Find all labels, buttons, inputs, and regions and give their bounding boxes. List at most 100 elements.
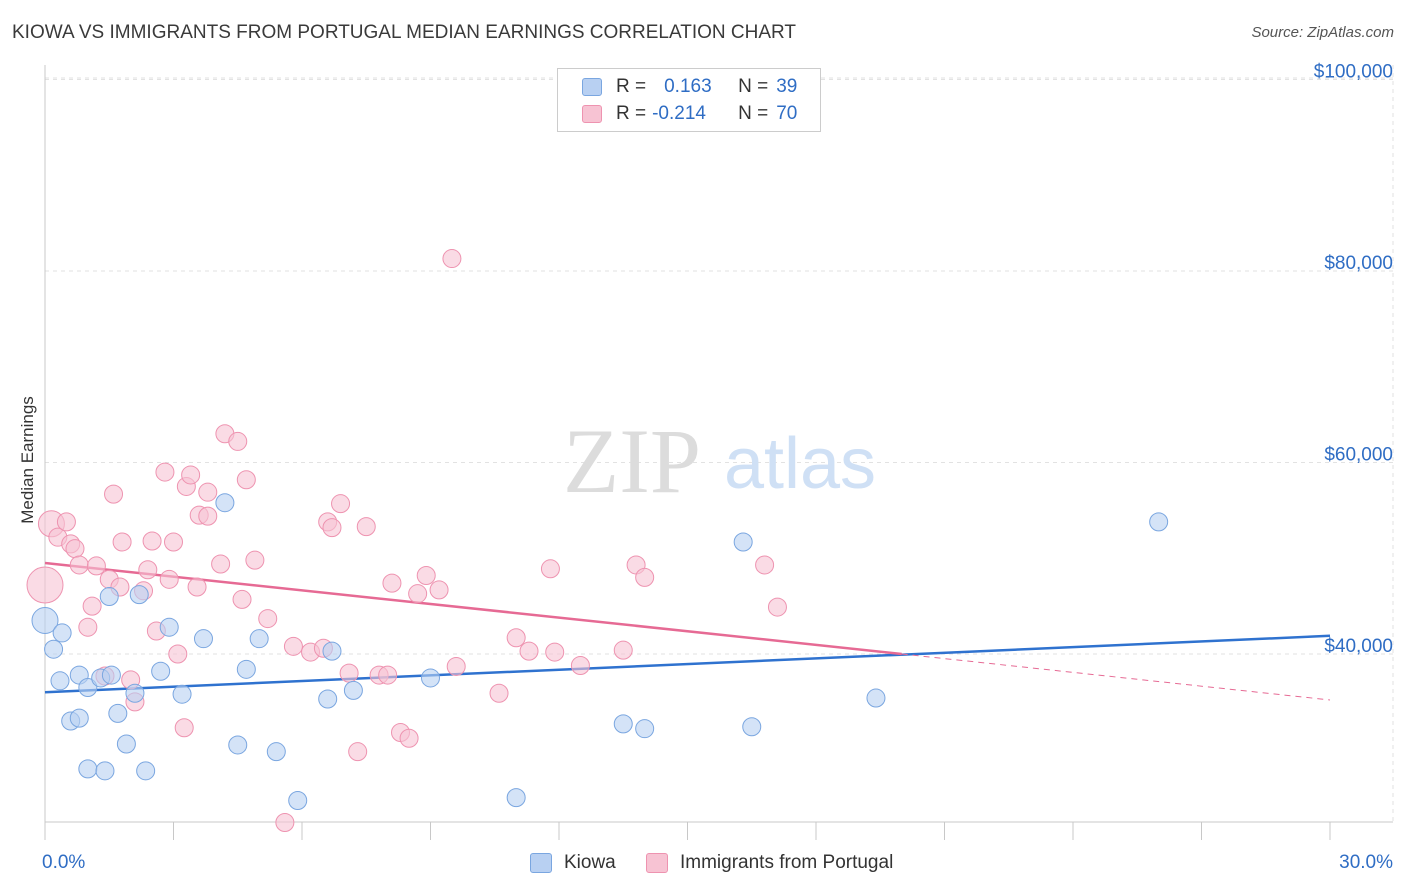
kiowa-point (322, 641, 342, 661)
kiowa-point (215, 493, 235, 513)
legend-swatch-kiowa (582, 78, 602, 96)
bottom-legend-swatch-portugal (646, 853, 668, 873)
kiowa-point (44, 639, 64, 659)
kiowa-point (108, 703, 128, 723)
portugal-point (399, 728, 419, 748)
kiowa-point (866, 688, 886, 708)
portugal-point (378, 665, 398, 685)
kiowa-point (288, 790, 308, 810)
portugal-point (142, 531, 162, 551)
portugal-point (446, 656, 466, 676)
portugal-point (198, 482, 218, 502)
portugal-point (26, 566, 64, 604)
x-tick-label: 0.0% (42, 852, 85, 873)
portugal-point (429, 580, 449, 600)
portugal-point (82, 596, 102, 616)
bottom-legend-label-kiowa: Kiowa (564, 852, 616, 873)
y-tick-label: $100,000 (1314, 62, 1393, 83)
kiowa-point (506, 788, 526, 808)
kiowa-point (136, 761, 156, 781)
legend-n-value: 70 (776, 103, 798, 124)
kiowa-point (52, 623, 72, 643)
grid-layer (45, 65, 1394, 822)
kiowa-point (266, 742, 286, 762)
legend-n-label: N = (738, 103, 769, 124)
portugal-point (442, 249, 462, 269)
kiowa-point (249, 629, 269, 649)
portugal-point (104, 484, 124, 504)
portugal-point (613, 640, 633, 660)
kiowa-point (125, 683, 145, 703)
portugal-point (228, 431, 248, 451)
portugal-point (86, 556, 106, 576)
portugal-point (187, 577, 207, 597)
kiowa-point (228, 735, 248, 755)
source-label: Source: ZipAtlas.com (1251, 24, 1394, 41)
portugal-point (519, 641, 539, 661)
portugal-point (211, 554, 231, 574)
legend-n-label: N = (738, 76, 769, 97)
points-layer (26, 249, 1169, 833)
portugal-point (382, 573, 402, 593)
portugal-trend-line (44, 561, 902, 656)
legend-n-value: 39 (776, 76, 798, 97)
portugal-point (159, 569, 179, 589)
chart-title: KIOWA VS IMMIGRANTS FROM PORTUGAL MEDIAN… (12, 22, 797, 43)
kiowa-point (343, 680, 363, 700)
portugal-point (258, 609, 278, 629)
legend-r-label: R = (616, 103, 647, 124)
kiowa-point (318, 689, 338, 709)
kiowa-point (95, 761, 115, 781)
portugal-point (416, 565, 436, 585)
portugal-point (245, 550, 265, 570)
bottom-legend-swatch-kiowa (530, 853, 552, 873)
kiowa-point (31, 606, 59, 634)
portugal-point (506, 628, 526, 648)
kiowa-point (1149, 512, 1169, 532)
portugal-point (489, 683, 509, 703)
legend-swatch-portugal (582, 105, 602, 123)
portugal-point (570, 655, 590, 675)
kiowa-point (421, 668, 440, 688)
portugal-point (275, 813, 295, 833)
kiowa-point (613, 714, 633, 734)
kiowa-point (635, 719, 655, 739)
y-tick-label: $60,000 (1324, 445, 1393, 466)
portugal-point (112, 532, 132, 552)
portugal-point (168, 644, 188, 664)
portugal-point (339, 663, 359, 683)
portugal-point (356, 517, 376, 537)
y-tick-label: $40,000 (1324, 636, 1393, 657)
kiowa-point (78, 678, 98, 698)
portugal-point (322, 518, 342, 538)
kiowa-point (69, 708, 89, 728)
watermark-atlas: atlas (724, 424, 876, 504)
kiowa-point (733, 532, 753, 552)
kiowa-point (99, 587, 119, 607)
portugal-point (635, 567, 655, 587)
trend-layer (44, 561, 1331, 701)
kiowa-point (742, 717, 762, 737)
portugal-point (331, 494, 351, 514)
portugal-point (236, 470, 256, 490)
portugal-point (69, 555, 89, 575)
kiowa-point (151, 661, 171, 681)
stats-legend: R = 0.163 N = 39 R = -0.214 N = 70 (557, 68, 821, 132)
portugal-point (56, 512, 76, 532)
portugal-point (545, 642, 565, 662)
bottom-legend-label-portugal: Immigrants from Portugal (680, 852, 894, 873)
axes-layer (44, 65, 1393, 840)
x-tick-label: 30.0% (1339, 852, 1393, 873)
portugal-point (164, 532, 183, 552)
legend-r-label: R = (616, 76, 647, 97)
portugal-point (78, 617, 98, 637)
bottom-legend-portugal: Immigrants from Portugal (646, 852, 893, 874)
portugal-point (755, 555, 775, 575)
portugal-trend-extension (901, 653, 1331, 701)
portugal-point (232, 589, 252, 609)
watermark-zip: ZIP (563, 410, 701, 512)
portugal-point (283, 636, 303, 656)
kiowa-point (50, 671, 70, 691)
portugal-point (138, 560, 158, 580)
kiowa-point (116, 734, 136, 754)
